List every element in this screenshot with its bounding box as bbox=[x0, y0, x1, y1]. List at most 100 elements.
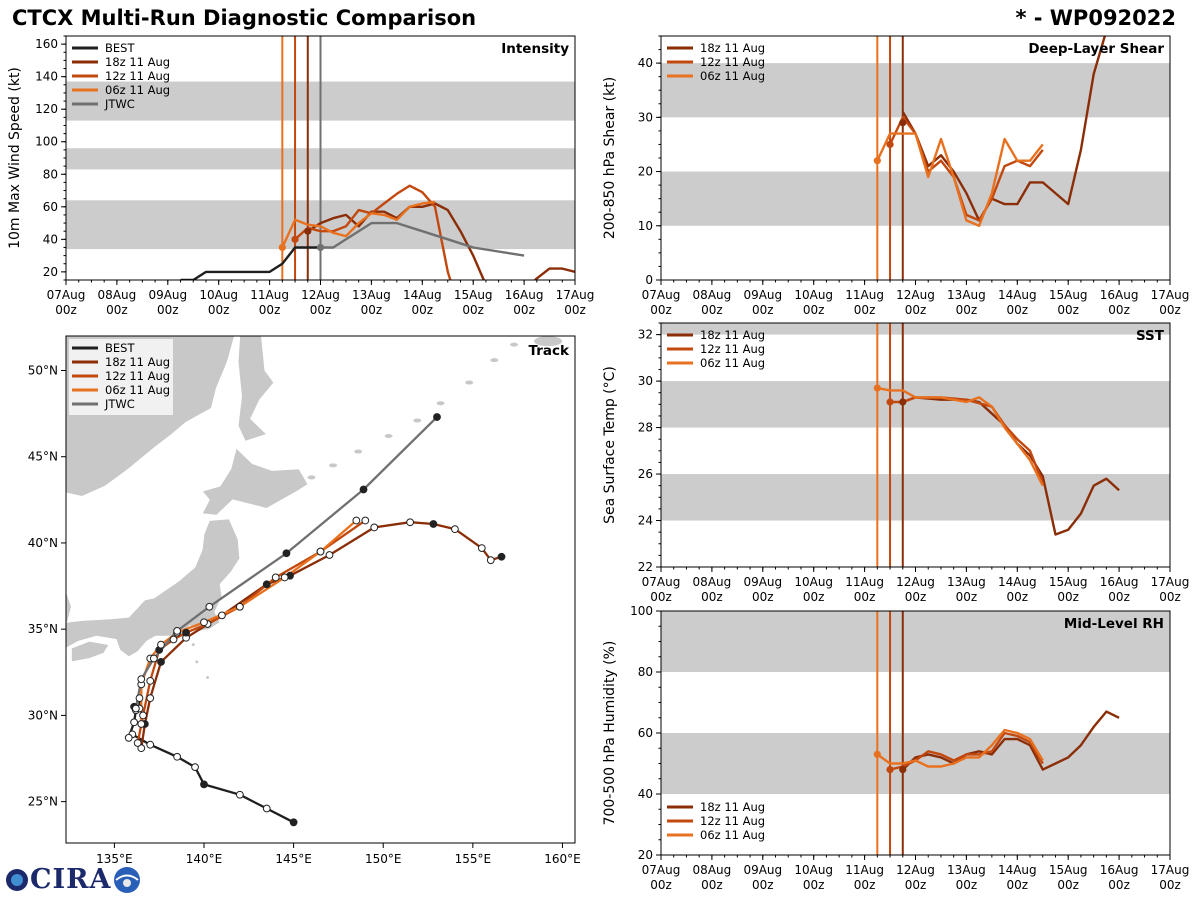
track-point-jtwc bbox=[173, 626, 182, 635]
x-tick-label: 15Aug bbox=[1049, 863, 1088, 877]
legend-label: BEST bbox=[105, 341, 135, 355]
land-island bbox=[195, 660, 199, 664]
x-tick-label: 13Aug bbox=[947, 288, 986, 302]
lon-tick-label: 140°E bbox=[186, 852, 223, 866]
track-point-jtwc bbox=[149, 654, 158, 663]
x-tick-label: 11Aug bbox=[250, 288, 289, 302]
track-point-best bbox=[124, 733, 133, 742]
x-tick-label: 00z bbox=[1007, 303, 1029, 317]
x-tick-label: 17Aug bbox=[556, 288, 595, 302]
track-point-r18 bbox=[451, 525, 459, 534]
y-tick-label: 20 bbox=[638, 848, 653, 862]
land-hokkaido bbox=[201, 447, 309, 516]
track-point-best bbox=[130, 718, 139, 727]
y-tick-label: 28 bbox=[638, 421, 653, 435]
land-island bbox=[191, 643, 195, 647]
x-tick-label: 13Aug bbox=[947, 863, 986, 877]
lon-tick-label: 145°E bbox=[275, 852, 312, 866]
threshold-band bbox=[661, 474, 1170, 521]
x-tick-label: 00z bbox=[412, 303, 434, 317]
land-island bbox=[490, 358, 499, 363]
series-line-r18 bbox=[901, 710, 1120, 771]
series-group bbox=[180, 184, 575, 280]
x-tick-label: 12Aug bbox=[896, 575, 935, 589]
lat-tick-label: 30°N bbox=[28, 708, 58, 722]
x-tick-label: 00z bbox=[701, 303, 723, 317]
land-korea-coast bbox=[66, 591, 72, 628]
x-tick-label: 13Aug bbox=[947, 575, 986, 589]
x-tick-label: 00z bbox=[1108, 303, 1130, 317]
x-tick-label: 11Aug bbox=[845, 288, 884, 302]
x-tick-label: 00z bbox=[106, 303, 128, 317]
track-point-r12 bbox=[271, 573, 280, 582]
x-tick-label: 14Aug bbox=[998, 288, 1037, 302]
track-line-r18 bbox=[140, 521, 502, 749]
y-tick-label: 100 bbox=[630, 604, 653, 618]
track-point-r18 bbox=[137, 744, 146, 753]
storm-id: * - WP092022 bbox=[1015, 6, 1176, 30]
y-tick-label: 40 bbox=[43, 232, 58, 246]
x-tick-label: 07Aug bbox=[47, 288, 86, 302]
x-tick-label: 00z bbox=[1159, 878, 1181, 892]
init-marker-r18 bbox=[304, 227, 312, 235]
legend-label: 12z 11 Aug bbox=[700, 342, 765, 356]
x-tick-label: 09Aug bbox=[148, 288, 187, 302]
track-point-r06 bbox=[352, 516, 361, 525]
lat-tick-label: 35°N bbox=[28, 622, 58, 636]
track-point-r18 bbox=[157, 658, 165, 666]
legend-label: 06z 11 Aug bbox=[105, 83, 170, 97]
lat-tick-label: 45°N bbox=[28, 450, 58, 464]
panel-track: 135°E 140°E 145°E 150°E 155°E 160°E 25°N 30°N 35… bbox=[28, 335, 581, 866]
globe-icon bbox=[6, 868, 28, 891]
y-tick-label: 0 bbox=[645, 273, 653, 287]
series-line-r18 bbox=[307, 202, 575, 280]
x-tick-label: 00z bbox=[956, 878, 978, 892]
y-axis-label: 700-500 hPa Humidity (%) bbox=[602, 641, 618, 826]
x-tick-label: 00z bbox=[1057, 878, 1079, 892]
x-tick-label: 10Aug bbox=[794, 575, 833, 589]
panel-sst: 22242628303207Aug00z08Aug00z09Aug00z10Au… bbox=[602, 322, 1189, 604]
track-point-r06 bbox=[316, 547, 325, 556]
y-tick-label: 22 bbox=[638, 560, 653, 574]
land-island bbox=[329, 463, 338, 468]
x-tick-label: 00z bbox=[752, 303, 774, 317]
lat-tick-label: 50°N bbox=[28, 363, 58, 377]
y-tick-label: 26 bbox=[638, 467, 653, 481]
legend-label: 12z 11 Aug bbox=[700, 55, 765, 69]
lon-tick-label: 150°E bbox=[365, 852, 402, 866]
x-tick-label: 11Aug bbox=[845, 863, 884, 877]
x-tick-label: 00z bbox=[208, 303, 230, 317]
lon-tick-label: 155°E bbox=[455, 852, 492, 866]
track-point-r06 bbox=[200, 618, 208, 627]
lon-tick-label: 135°E bbox=[96, 852, 133, 866]
threshold-band bbox=[661, 733, 1170, 794]
cira-globe-icon bbox=[113, 866, 140, 893]
axes-frame bbox=[65, 335, 576, 844]
y-tick-label: 100 bbox=[35, 135, 58, 149]
legend-label: 06z 11 Aug bbox=[105, 383, 170, 397]
track-point-r18 bbox=[370, 523, 379, 532]
init-marker-r12 bbox=[291, 235, 299, 243]
x-tick-label: 17Aug bbox=[1151, 863, 1190, 877]
x-tick-label: 00z bbox=[650, 878, 672, 892]
x-tick-label: 00z bbox=[1007, 590, 1029, 604]
x-tick-label: 00z bbox=[956, 303, 978, 317]
series-group bbox=[873, 384, 1120, 536]
track-line-jtwc bbox=[134, 416, 438, 709]
x-tick-label: 00z bbox=[803, 590, 825, 604]
x-tick-label: 15Aug bbox=[1049, 288, 1088, 302]
track-point-best bbox=[146, 740, 155, 749]
x-tick-label: 00z bbox=[1007, 878, 1029, 892]
land-island bbox=[436, 401, 445, 406]
legend-label: 18z 11 Aug bbox=[700, 41, 765, 55]
land-island bbox=[413, 418, 422, 423]
x-tick-label: 14Aug bbox=[403, 288, 442, 302]
panel-title: Mid-Level RH bbox=[1064, 616, 1164, 632]
x-tick-label: 00z bbox=[1159, 303, 1181, 317]
init-marker-r12 bbox=[886, 140, 894, 149]
x-tick-label: 09Aug bbox=[743, 863, 782, 877]
x-tick-label: 15Aug bbox=[1049, 575, 1088, 589]
track-point-r18 bbox=[406, 518, 415, 527]
x-tick-label: 10Aug bbox=[794, 288, 833, 302]
track-line-best bbox=[127, 698, 295, 824]
